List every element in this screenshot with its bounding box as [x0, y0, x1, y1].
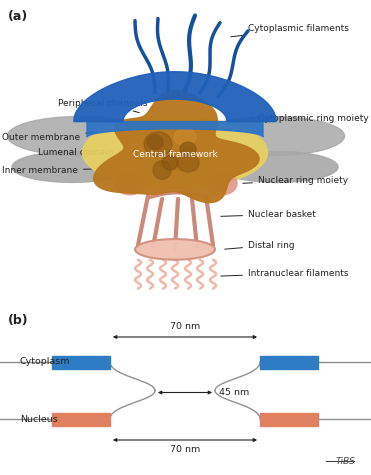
Ellipse shape: [7, 116, 152, 156]
Ellipse shape: [162, 156, 178, 170]
Text: (b): (b): [8, 314, 29, 327]
Text: Cytoplasmic filaments: Cytoplasmic filaments: [231, 24, 349, 37]
Text: TiBS: TiBS: [335, 457, 355, 466]
Text: Lumenal domain: Lumenal domain: [38, 148, 120, 157]
Text: Inner membrane: Inner membrane: [2, 165, 92, 174]
Text: Nucleus: Nucleus: [20, 415, 58, 424]
Polygon shape: [87, 122, 263, 137]
Bar: [260, 412, 318, 426]
Ellipse shape: [135, 239, 215, 260]
Bar: [52, 412, 110, 426]
Ellipse shape: [218, 152, 338, 182]
Polygon shape: [93, 91, 259, 203]
Text: Peripheral channels: Peripheral channels: [58, 98, 148, 113]
Ellipse shape: [177, 153, 199, 172]
Ellipse shape: [174, 129, 196, 145]
Text: Distal ring: Distal ring: [225, 241, 295, 250]
Text: 45 nm: 45 nm: [219, 388, 249, 397]
Ellipse shape: [12, 152, 132, 182]
Bar: [52, 355, 110, 369]
Ellipse shape: [82, 116, 267, 189]
Ellipse shape: [180, 142, 196, 157]
Text: Cytoplasmic ring moiety: Cytoplasmic ring moiety: [251, 114, 369, 123]
Text: Outer membrane: Outer membrane: [2, 132, 97, 142]
Text: 70 nm: 70 nm: [170, 445, 200, 454]
Text: (a): (a): [8, 10, 28, 23]
Text: Nuclear ring moiety: Nuclear ring moiety: [243, 176, 348, 185]
Ellipse shape: [153, 161, 171, 179]
Polygon shape: [74, 72, 276, 122]
Text: Cytoplasm: Cytoplasm: [20, 358, 70, 367]
Ellipse shape: [200, 116, 345, 156]
Ellipse shape: [144, 132, 172, 157]
Text: 70 nm: 70 nm: [170, 322, 200, 331]
Ellipse shape: [147, 135, 163, 150]
Text: Nuclear basket: Nuclear basket: [221, 210, 316, 219]
Ellipse shape: [115, 172, 145, 195]
Text: Central framework: Central framework: [132, 150, 217, 159]
Bar: [260, 355, 318, 369]
Text: Intranuclear filaments: Intranuclear filaments: [221, 268, 348, 277]
Ellipse shape: [207, 172, 237, 195]
